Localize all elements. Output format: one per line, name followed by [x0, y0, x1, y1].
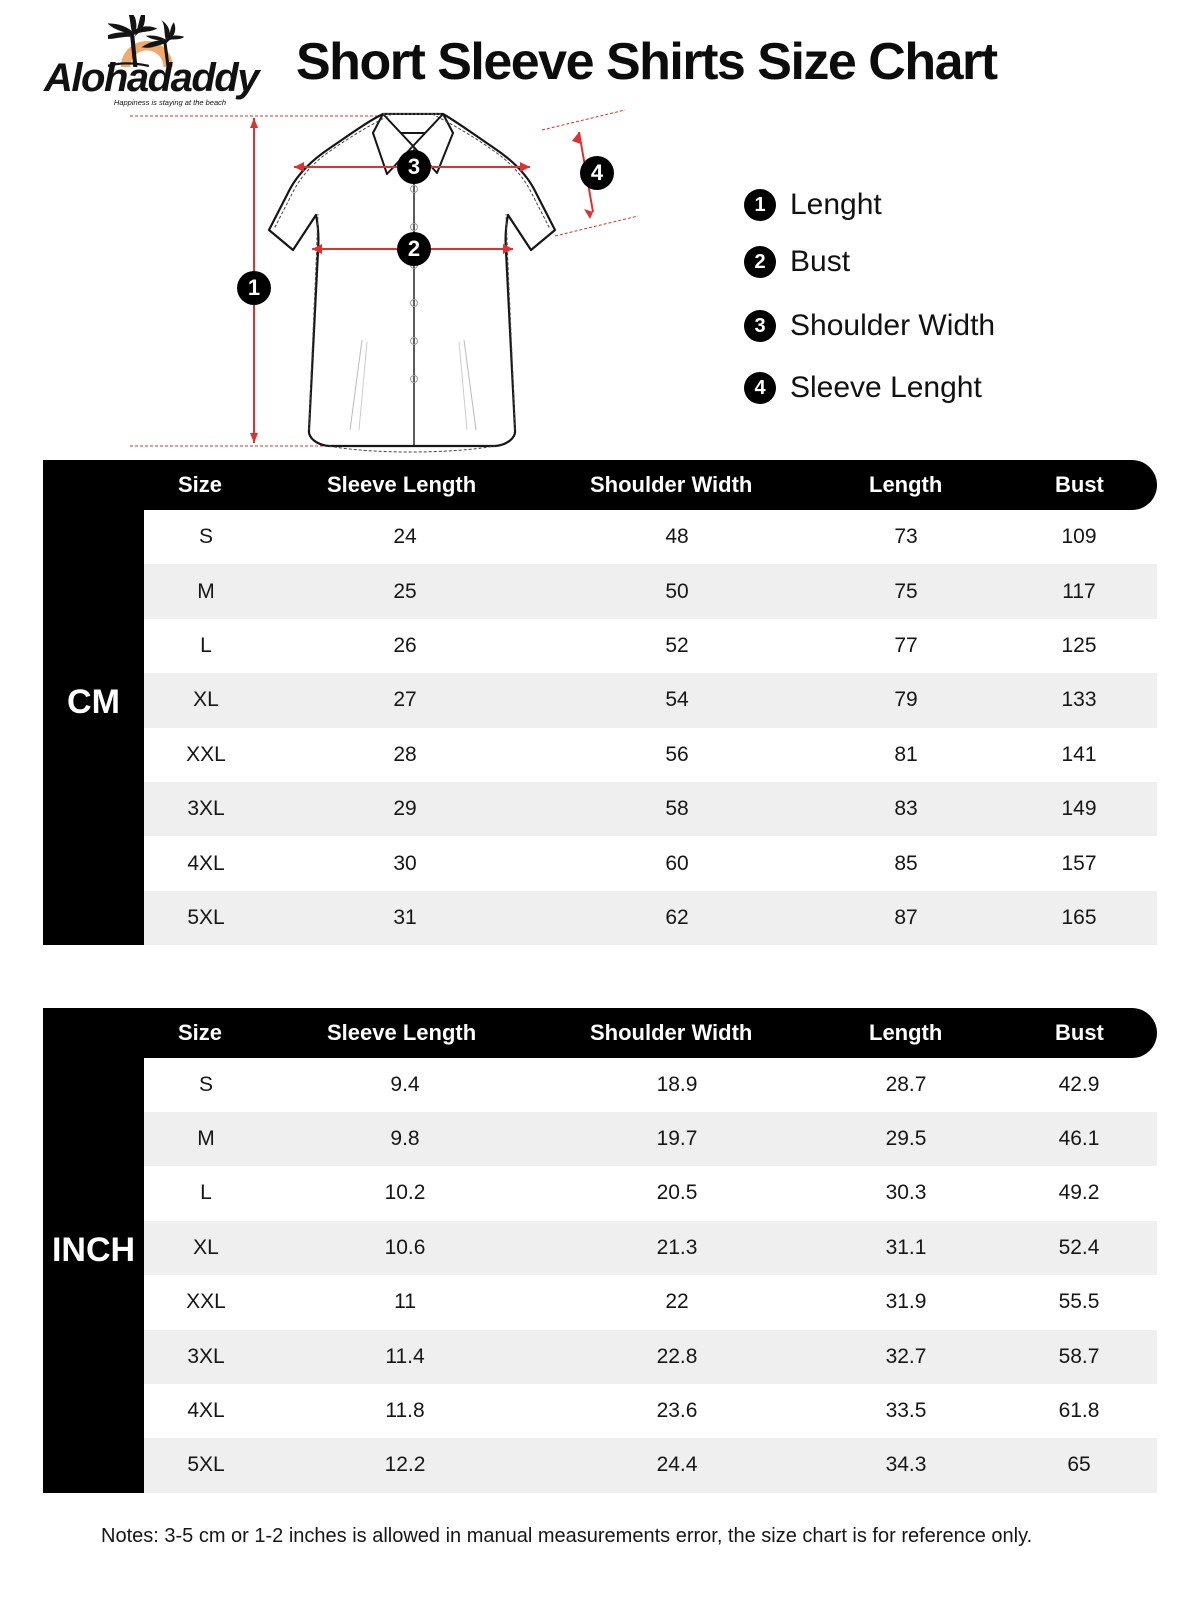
svg-text:4: 4 [591, 160, 604, 185]
svg-text:3: 3 [408, 154, 420, 179]
svg-text:1: 1 [248, 275, 260, 300]
svg-text:2: 2 [408, 236, 420, 261]
